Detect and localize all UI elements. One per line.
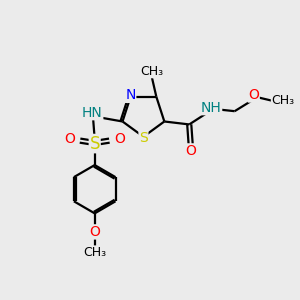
Text: S: S: [89, 135, 100, 153]
Text: CH₃: CH₃: [83, 246, 106, 259]
Text: O: O: [248, 88, 259, 102]
Text: NH: NH: [201, 101, 222, 115]
Text: CH₃: CH₃: [272, 94, 295, 107]
Text: HN: HN: [82, 106, 103, 120]
Text: O: O: [185, 144, 196, 158]
Text: O: O: [64, 132, 75, 146]
Text: S: S: [139, 131, 148, 145]
Text: O: O: [114, 132, 125, 146]
Text: N: N: [125, 88, 136, 102]
Text: O: O: [89, 225, 100, 239]
Text: CH₃: CH₃: [140, 65, 164, 78]
